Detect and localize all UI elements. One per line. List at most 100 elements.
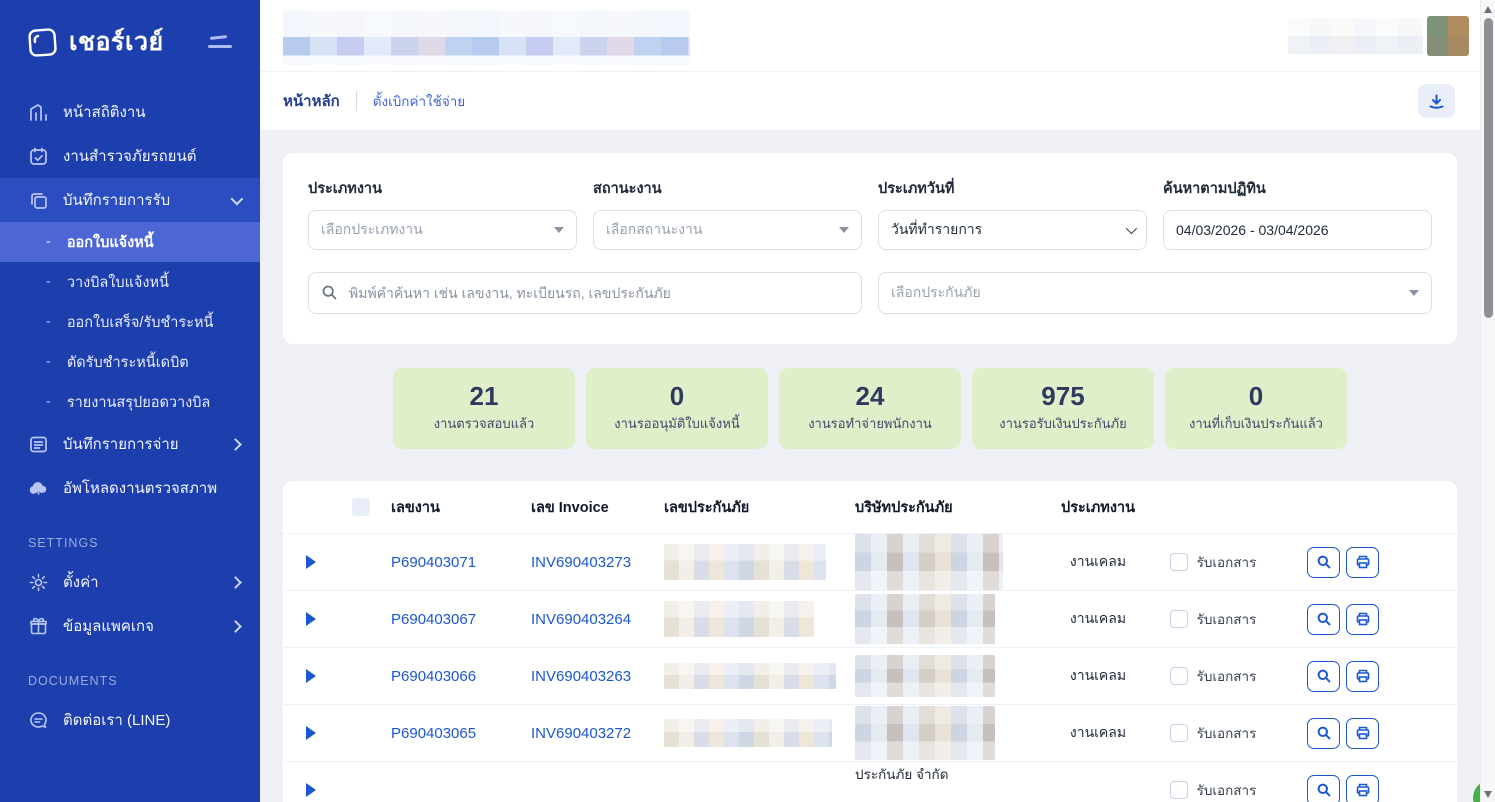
calendar-label: ค้นหาตามปฏิทิน xyxy=(1163,181,1266,197)
receive-document-label: รับเอกสาร xyxy=(1196,555,1257,570)
sidebar-subitem-issue-invoice[interactable]: - ออกใบแจ้งหนี้ xyxy=(0,222,260,262)
sidebar-subitem-debit[interactable]: - ตัดรับชำระหนี้เดบิต xyxy=(46,354,189,371)
date-range-input[interactable] xyxy=(1163,210,1432,250)
col-job-no: เลขงาน xyxy=(391,499,440,516)
job-type: งานเคลม xyxy=(1069,610,1127,626)
job-no-link[interactable]: P690403071 xyxy=(391,553,477,571)
menu-toggle-icon[interactable] xyxy=(204,32,236,52)
top-header xyxy=(260,0,1495,72)
receive-document-checkbox[interactable] xyxy=(1169,724,1188,742)
print-button[interactable] xyxy=(1346,546,1379,578)
gift-icon xyxy=(28,616,49,637)
filter-job-type: ประเภทงาน เลือกประเภทงาน xyxy=(308,177,577,250)
select-all-checkbox[interactable] xyxy=(352,498,370,516)
view-button[interactable] xyxy=(1307,603,1340,635)
view-button[interactable] xyxy=(1307,546,1340,578)
sidebar-subitem-receipt[interactable]: - ออกใบเสร็จ/รับชำระหนี้ xyxy=(46,314,214,331)
receive-document-label: รับเอกสาร xyxy=(1196,669,1257,684)
avatar[interactable] xyxy=(1427,16,1469,56)
redacted-policy-no xyxy=(664,663,836,689)
table-row: ประกันภัย จำกัด รับเอกสาร xyxy=(283,762,1457,802)
filter-date-type: ประเภทวันที่ วันที่ทำรายการ xyxy=(878,177,1147,250)
sidebar-item-package[interactable]: ข้อมูลแพคเกจ xyxy=(0,604,260,648)
expand-row-icon[interactable] xyxy=(306,555,316,569)
status-select[interactable]: เลือกสถานะงาน xyxy=(593,210,862,250)
sidebar: เชอร์เวย์ หน้าสถิติงาน งานสำรวจภัยรถยนต์ xyxy=(0,0,260,802)
job-no-link[interactable]: P690403066 xyxy=(391,667,477,685)
invoice-no-link[interactable]: INV690403264 xyxy=(531,610,632,628)
sidebar-subitem-billing[interactable]: - วางบิลใบแจ้งหนี้ xyxy=(46,274,169,291)
sidebar-item-receive[interactable]: บันทึกรายการรับ xyxy=(0,178,260,222)
status-label: สถานะงาน xyxy=(593,181,662,197)
list-icon xyxy=(28,434,49,455)
sidebar-item-upload[interactable]: อัพโหลดงานตรวจสภาพ xyxy=(0,466,260,510)
download-icon xyxy=(1428,93,1445,110)
sidebar-item-survey[interactable]: งานสำรวจภัยรถยนต์ xyxy=(0,134,260,178)
printer-icon xyxy=(1356,783,1369,797)
job-type: งานเคลม xyxy=(1069,553,1127,569)
printer-icon xyxy=(1356,612,1369,626)
job-no-link[interactable]: P690403065 xyxy=(391,724,477,742)
logo-icon xyxy=(26,25,60,59)
jobs-table: เลขงาน เลข Invoice เลขประกันภัย บริษัทปร… xyxy=(283,481,1457,802)
magnifier-icon xyxy=(1317,726,1330,740)
receive-document-checkbox[interactable] xyxy=(1169,667,1188,685)
sidebar-subitem-billing-report[interactable]: - รายงานสรุปยอดวางบิล xyxy=(46,394,211,411)
scroll-up-arrow-icon[interactable] xyxy=(1484,6,1492,13)
stat-pending-invoice-approval: 0 งานรออนุมัติใบแจ้งหนี้ xyxy=(586,368,768,449)
invoice-no-link[interactable]: INV690403272 xyxy=(531,724,632,742)
receive-document-checkbox[interactable] xyxy=(1169,553,1188,571)
sidebar-section-documents: DOCUMENTS xyxy=(28,674,118,688)
print-button[interactable] xyxy=(1346,717,1379,749)
scrollbar[interactable] xyxy=(1480,0,1495,802)
print-button[interactable] xyxy=(1346,774,1379,802)
expand-row-icon[interactable] xyxy=(306,612,316,626)
receive-document-label: รับเอกสาร xyxy=(1196,783,1257,798)
scroll-down-arrow-icon[interactable] xyxy=(1484,791,1492,798)
redacted-insurer xyxy=(855,594,995,644)
job-type: งานเคลม xyxy=(1069,667,1127,683)
expand-row-icon[interactable] xyxy=(306,783,316,797)
print-button[interactable] xyxy=(1346,603,1379,635)
redacted-policy-no xyxy=(664,601,814,637)
job-type-select[interactable]: เลือกประเภทงาน xyxy=(308,210,577,250)
scrollbar-thumb[interactable] xyxy=(1484,18,1493,318)
sidebar-item-settings[interactable]: ตั้งค่า xyxy=(0,560,260,604)
print-button[interactable] xyxy=(1346,660,1379,692)
stat-collected-insurance: 0 งานที่เก็บเงินประกันแล้ว xyxy=(1165,368,1347,449)
receive-document-checkbox[interactable] xyxy=(1169,781,1188,799)
date-type-select[interactable]: วันที่ทำรายการ xyxy=(878,210,1147,250)
breadcrumb-home[interactable]: หน้าหลัก xyxy=(283,93,340,110)
chat-icon xyxy=(28,710,49,731)
invoice-no-link[interactable]: INV690403263 xyxy=(531,667,632,685)
calendar-check-icon xyxy=(28,146,49,167)
insurer-select[interactable]: เลือกประกันภัย xyxy=(878,272,1432,314)
gear-icon xyxy=(28,572,49,593)
redacted-insurer xyxy=(855,706,995,760)
job-no-link[interactable]: P690403067 xyxy=(391,610,477,628)
sidebar-item-pay[interactable]: บันทึกรายการจ่าย xyxy=(0,422,260,466)
receive-document-label: รับเอกสาร xyxy=(1196,612,1257,627)
insurer-name: ประกันภัย จำกัด xyxy=(855,767,949,782)
search-box xyxy=(308,272,862,314)
expand-row-icon[interactable] xyxy=(306,669,316,683)
view-button[interactable] xyxy=(1307,660,1340,692)
receive-document-checkbox[interactable] xyxy=(1169,610,1188,628)
col-policy-no: เลขประกันภัย xyxy=(664,499,750,516)
view-button[interactable] xyxy=(1307,717,1340,749)
search-input[interactable] xyxy=(308,272,862,314)
view-button[interactable] xyxy=(1307,774,1340,802)
download-button[interactable] xyxy=(1418,84,1455,118)
date-type-label: ประเภทวันที่ xyxy=(878,181,955,197)
sidebar-section-settings: SETTINGS xyxy=(28,536,99,550)
breadcrumb-divider xyxy=(355,91,357,111)
sidebar-item-contact-line[interactable]: ติดต่อเรา (LINE) xyxy=(0,698,260,742)
invoice-no-link[interactable]: INV690403273 xyxy=(531,553,632,571)
expand-row-icon[interactable] xyxy=(306,726,316,740)
sidebar-item-stats[interactable]: หน้าสถิติงาน xyxy=(0,90,260,134)
filter-calendar: ค้นหาตามปฏิทิน xyxy=(1163,177,1432,250)
magnifier-icon xyxy=(1317,783,1330,797)
magnifier-icon xyxy=(1317,612,1330,626)
redacted-user-name xyxy=(1288,18,1423,54)
redacted-policy-no xyxy=(664,719,832,747)
